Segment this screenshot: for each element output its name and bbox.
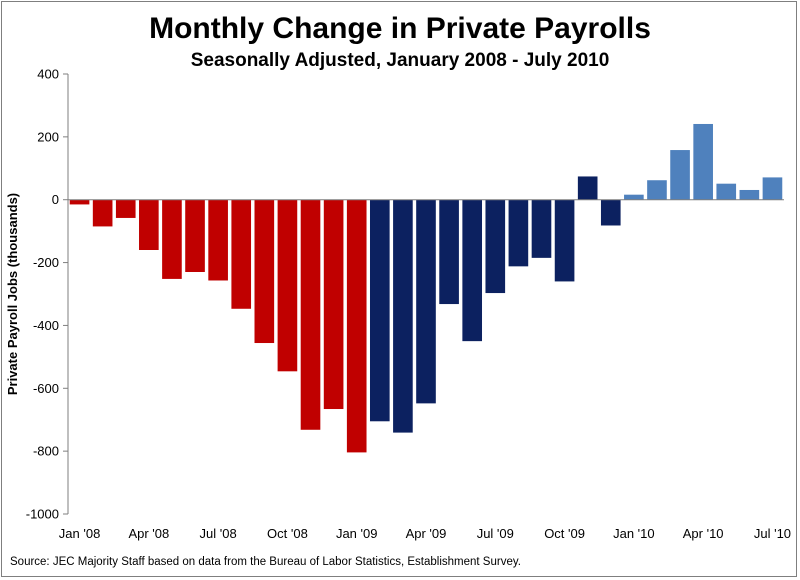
bar-28 xyxy=(716,183,737,200)
bar-29 xyxy=(739,189,760,200)
chart-title: Monthly Change in Private Payrolls xyxy=(149,12,651,45)
bar-17 xyxy=(462,199,483,342)
bar-22 xyxy=(577,176,598,200)
bar-30 xyxy=(762,177,783,200)
bar-11 xyxy=(323,199,344,410)
x-tick-label: Jan '09 xyxy=(336,526,378,541)
bar-15 xyxy=(416,199,436,404)
bar-10 xyxy=(300,199,321,430)
y-axis-title: Private Payroll Jobs (thousands) xyxy=(5,193,20,395)
bar-18 xyxy=(485,199,506,294)
bar-25 xyxy=(647,180,667,200)
chart-subtitle: Seasonally Adjusted, January 2008 - July… xyxy=(190,50,610,71)
bar-6 xyxy=(208,199,228,281)
y-tick-label: -1000 xyxy=(26,507,59,522)
bar-8 xyxy=(254,199,275,344)
bar-26 xyxy=(670,150,690,200)
bar-20 xyxy=(531,199,552,258)
bar-24 xyxy=(624,194,644,200)
x-tick-label: Jan '08 xyxy=(59,526,101,541)
bar-14 xyxy=(393,199,413,433)
y-tick-label: 400 xyxy=(37,67,59,82)
x-tick-label: Apr '08 xyxy=(128,526,169,541)
bar-16 xyxy=(439,199,459,305)
x-tick-label: Jan '10 xyxy=(613,526,655,541)
bar-2 xyxy=(115,199,136,218)
bar-19 xyxy=(508,199,529,267)
x-tick-label: Jul '10 xyxy=(754,526,791,541)
y-tick-label: -600 xyxy=(33,381,59,396)
bar-1 xyxy=(92,199,113,227)
bar-3 xyxy=(139,199,159,250)
bar-27 xyxy=(693,123,713,200)
bar-5 xyxy=(185,199,205,272)
bar-7 xyxy=(231,199,252,309)
y-tick-label: 0 xyxy=(52,192,59,207)
y-tick-label: 200 xyxy=(37,129,59,144)
x-tick-label: Apr '09 xyxy=(406,526,447,541)
x-tick-label: Jul '08 xyxy=(200,526,237,541)
bar-23 xyxy=(600,199,621,226)
bar-9 xyxy=(277,199,298,372)
bar-12 xyxy=(346,199,367,453)
bar-0 xyxy=(69,199,90,205)
x-tick-label: Apr '10 xyxy=(683,526,724,541)
x-tick-label: Oct '08 xyxy=(267,526,308,541)
source-note: Source: JEC Majority Staff based on data… xyxy=(10,556,521,568)
y-tick-label: -400 xyxy=(33,318,59,333)
x-tick-label: Oct '09 xyxy=(544,526,585,541)
bar-21 xyxy=(554,199,575,282)
x-tick-label: Jul '09 xyxy=(477,526,514,541)
bar-4 xyxy=(162,199,182,279)
bar-13 xyxy=(369,199,390,422)
y-tick-label: -800 xyxy=(33,444,59,459)
y-tick-label: -200 xyxy=(33,255,59,270)
